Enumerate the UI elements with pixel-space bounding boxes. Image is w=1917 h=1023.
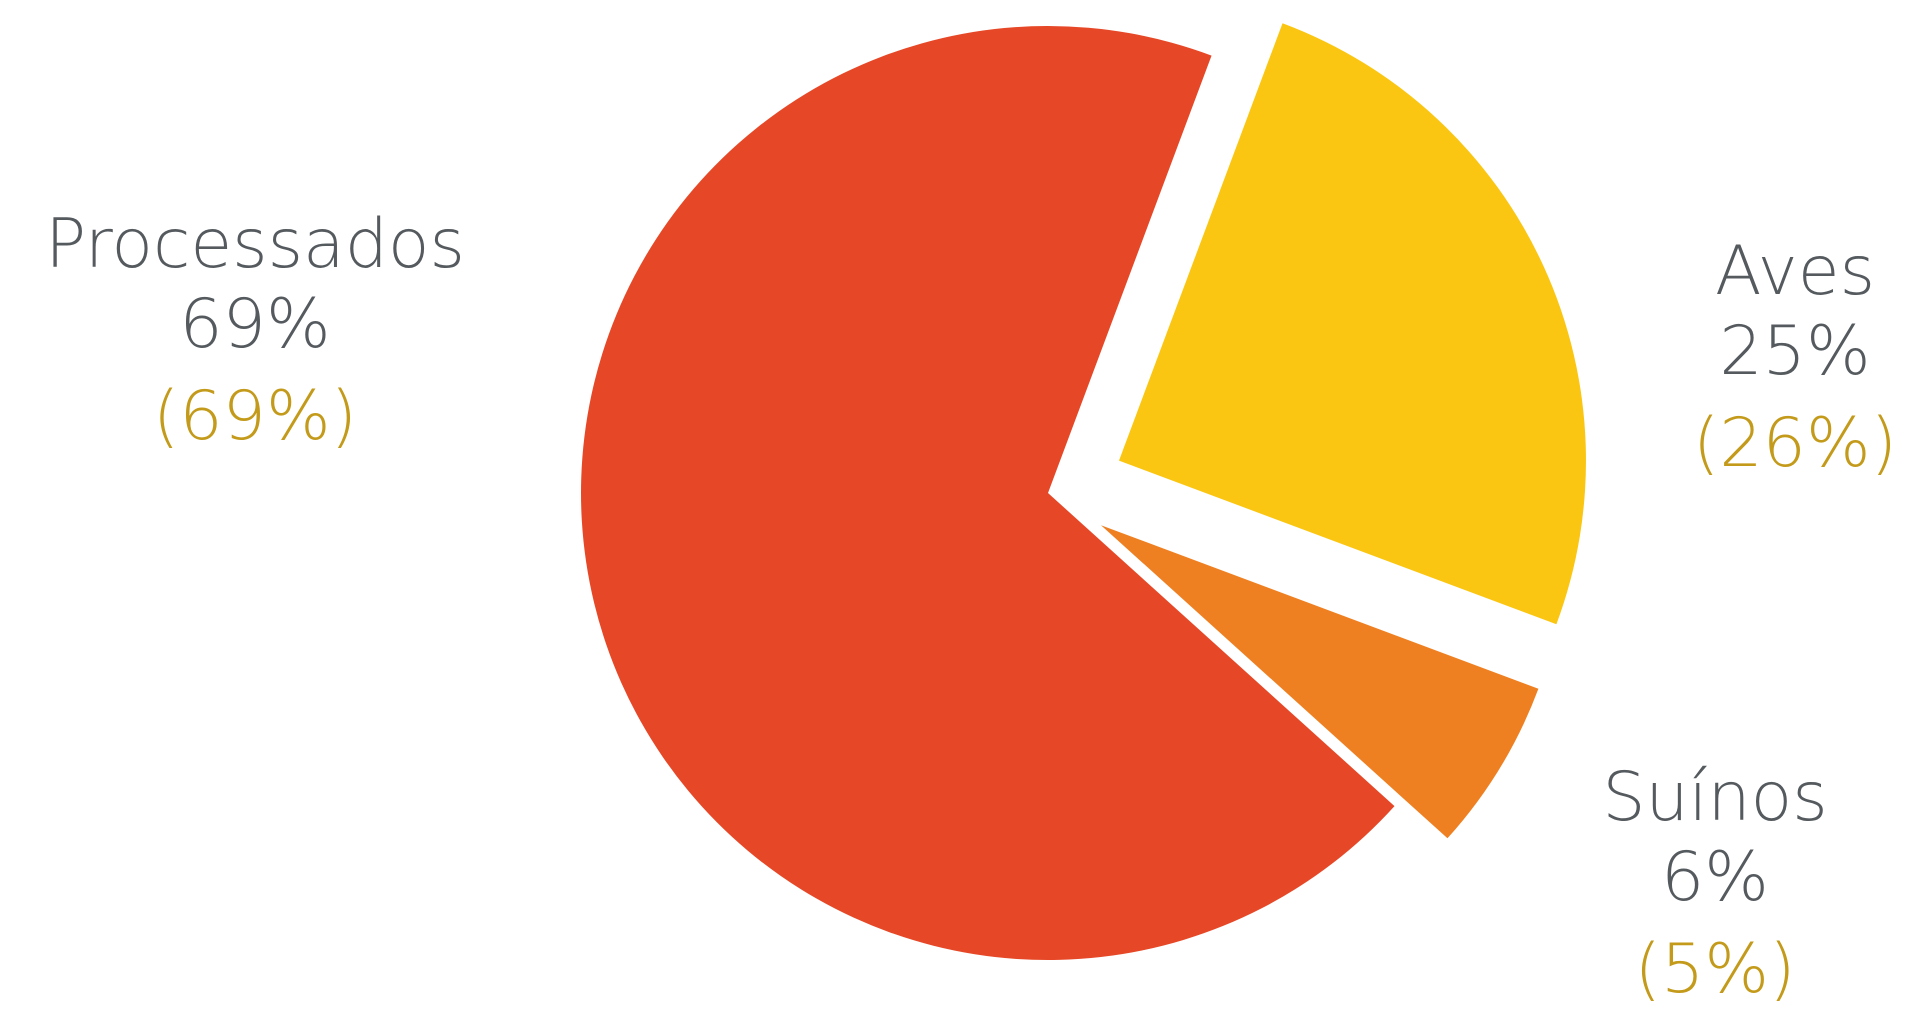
slice-percentage: 6% bbox=[1661, 838, 1769, 918]
slice-secondary-percentage: (69%) bbox=[152, 377, 358, 457]
pie-slice-aves bbox=[1118, 23, 1586, 625]
slice-label-processados: Processados 69% (69%) bbox=[20, 205, 490, 458]
slice-name: Aves bbox=[1714, 232, 1876, 311]
slice-name: Suínos bbox=[1602, 758, 1828, 837]
pie-slice-suinos bbox=[1100, 525, 1539, 839]
slice-percentage: 25% bbox=[1719, 312, 1871, 392]
slice-secondary-percentage: (26%) bbox=[1692, 404, 1898, 484]
slice-percentage: 69% bbox=[179, 285, 331, 365]
slice-label-aves: Aves 25% (26%) bbox=[1680, 232, 1910, 485]
slice-name: Processados bbox=[45, 205, 465, 284]
pie-slice-processados bbox=[581, 25, 1395, 961]
slice-label-suinos: Suínos 6% (5%) bbox=[1590, 758, 1840, 1011]
slice-secondary-percentage: (5%) bbox=[1634, 930, 1796, 1010]
